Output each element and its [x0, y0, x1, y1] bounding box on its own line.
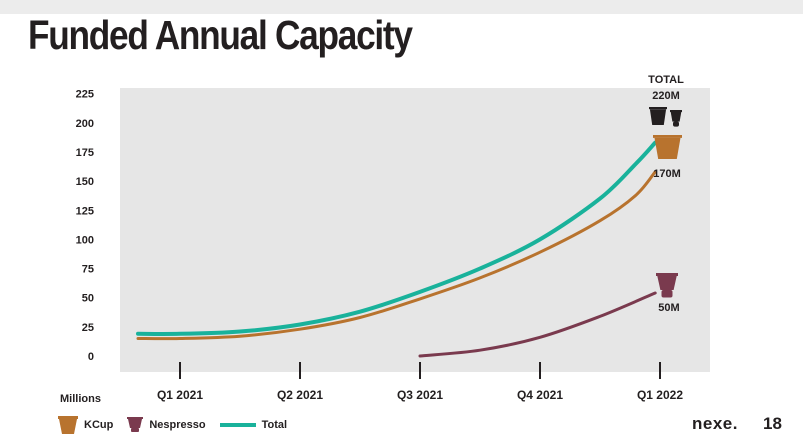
brand-logo: nexe. [692, 414, 738, 433]
legend: KCup Nespresso Total [58, 414, 301, 436]
y-tick-label: 25 [82, 322, 94, 334]
nespresso-annotation-icon [656, 273, 678, 298]
x-tick-label: Q3 2021 [397, 388, 443, 402]
legend-item-nespresso: Nespresso [127, 416, 206, 434]
total-nespresso-icon [670, 110, 682, 127]
y-tick-label: 175 [76, 147, 94, 159]
y-tick-label: 75 [82, 264, 94, 276]
page-title: Funded Annual Capacity [28, 12, 413, 58]
x-tick-label: Q1 2021 [157, 388, 203, 402]
legend-label-nespresso: Nespresso [149, 419, 206, 431]
series-line-nespresso [418, 291, 657, 358]
nespresso-annotation-value: 50M [658, 302, 679, 314]
y-tick-label: 0 [88, 351, 94, 363]
plot-area [120, 88, 710, 372]
top-bar [0, 0, 803, 14]
total-annotation-value: 220M [652, 90, 680, 102]
legend-item-total: Total [219, 419, 288, 431]
nespresso-capsule-icon [127, 417, 144, 432]
x-tick-label: Q2 2021 [277, 388, 323, 402]
y-tick-label: 200 [76, 118, 94, 130]
total-line-swatch [219, 423, 256, 427]
kcup-icon [58, 416, 78, 434]
x-tick-label: Q1 2022 [637, 388, 683, 402]
legend-item-kcup: KCup [58, 415, 113, 435]
kcup-annotation-icon [653, 135, 682, 159]
total-kcup-icon [649, 107, 667, 125]
y-tick-label: 100 [76, 234, 94, 246]
legend-label-total: Total [261, 419, 288, 431]
y-tick-label: 50 [82, 293, 94, 305]
units-label: Millions [60, 393, 101, 405]
series-line-total [136, 140, 658, 336]
x-tick-label: Q4 2021 [517, 388, 563, 402]
y-tick-label: 125 [76, 205, 94, 217]
kcup-annotation-value: 170M [653, 168, 681, 180]
series-line-kcup [136, 170, 657, 341]
page-number: 18 [763, 414, 782, 433]
legend-label-kcup: KCup [84, 419, 114, 431]
total-annotation-title: TOTAL [648, 74, 684, 86]
y-tick-label: 150 [76, 176, 94, 188]
y-tick-label: 225 [76, 89, 94, 101]
